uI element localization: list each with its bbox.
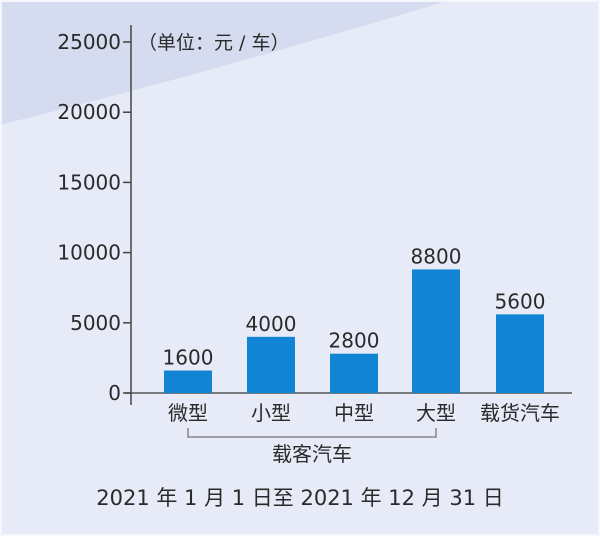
y-tick-label: 5000: [70, 311, 121, 335]
group-bracket: [187, 428, 437, 438]
x-axis-label: 2021 年 1 月 1 日至 2021 年 12 月 31 日: [96, 486, 503, 510]
x-category-label: 小型: [251, 401, 291, 425]
bar: [247, 336, 295, 393]
bar: [164, 370, 212, 393]
bar-value-label: 1600: [163, 346, 214, 370]
bar-value-label: 8800: [411, 244, 462, 268]
y-tick-label: 25000: [57, 30, 121, 54]
x-category-label: 大型: [416, 401, 456, 425]
group-label: 载客汽车: [272, 442, 352, 466]
bar: [412, 269, 460, 393]
x-category-label: 载货汽车: [480, 401, 560, 425]
x-category-label: 微型: [168, 401, 208, 425]
unit-label: （单位：元 / 车）: [138, 32, 289, 54]
y-tick-label: 0: [108, 381, 121, 405]
x-category-label: 中型: [334, 401, 374, 425]
y-tick-label: 15000: [57, 170, 121, 194]
bar-value-label: 4000: [246, 312, 297, 336]
bar-value-label: 5600: [495, 289, 546, 313]
y-tick-label: 20000: [57, 100, 121, 124]
background-wedge: [0, 0, 450, 125]
bar: [496, 314, 544, 393]
y-tick-label: 10000: [57, 241, 121, 265]
bar: [330, 353, 378, 393]
bar-value-label: 2800: [329, 329, 380, 353]
